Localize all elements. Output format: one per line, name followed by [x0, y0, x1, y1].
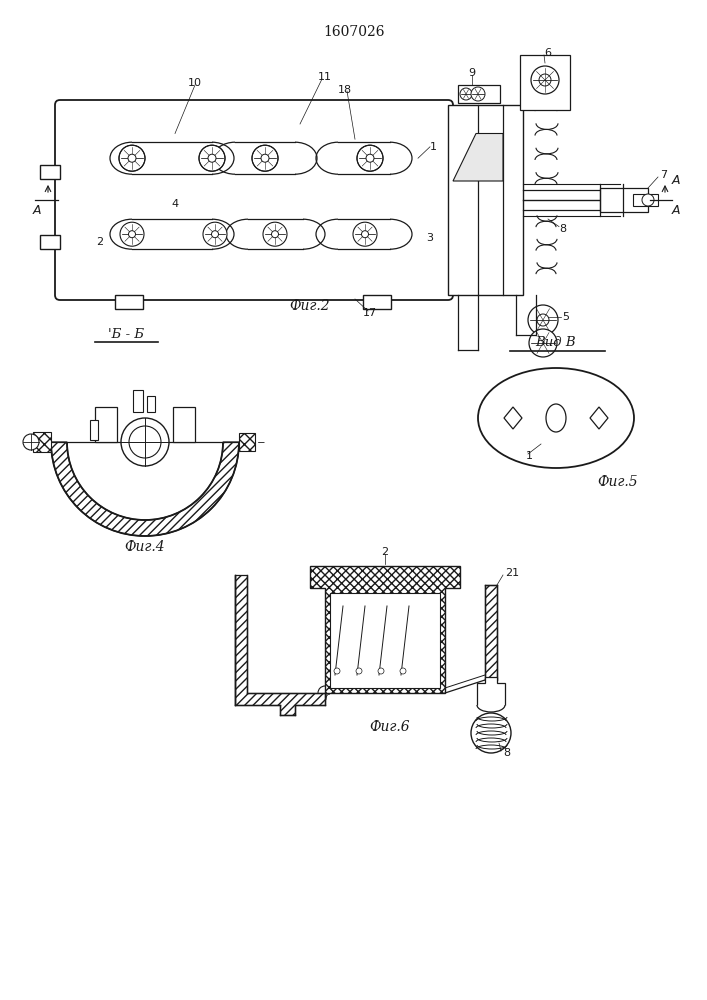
Text: 1: 1: [526, 451, 533, 461]
Circle shape: [356, 668, 362, 674]
Circle shape: [537, 314, 549, 326]
Text: 3: 3: [426, 233, 433, 243]
Text: 21: 21: [505, 568, 519, 578]
Circle shape: [471, 713, 511, 753]
Text: 5: 5: [563, 312, 570, 322]
Bar: [520, 55, 570, 110]
Circle shape: [528, 305, 558, 335]
Ellipse shape: [478, 368, 634, 468]
Bar: [95, 407, 117, 442]
Bar: [40, 164, 60, 178]
Text: 2: 2: [96, 237, 103, 247]
Circle shape: [203, 222, 227, 246]
Polygon shape: [235, 575, 325, 715]
Circle shape: [120, 222, 144, 246]
Circle shape: [271, 231, 279, 238]
Text: Фиг.6: Фиг.6: [370, 720, 410, 734]
Text: 17: 17: [363, 308, 377, 318]
Bar: [363, 295, 391, 309]
Text: A: A: [672, 174, 681, 186]
Circle shape: [128, 154, 136, 162]
FancyBboxPatch shape: [55, 100, 453, 300]
Circle shape: [357, 145, 383, 171]
Circle shape: [23, 434, 39, 450]
Bar: [133, 390, 143, 412]
Circle shape: [460, 88, 472, 100]
Bar: [115, 295, 143, 309]
Bar: [458, 85, 500, 103]
Text: 8: 8: [559, 224, 566, 233]
Text: 8: 8: [503, 748, 510, 758]
Text: 10: 10: [188, 78, 202, 88]
Text: 9: 9: [469, 68, 476, 78]
Polygon shape: [477, 677, 505, 705]
Text: Фиг.2: Фиг.2: [290, 299, 330, 313]
Text: 1607026: 1607026: [323, 25, 385, 39]
Bar: [600, 188, 648, 212]
Circle shape: [129, 231, 136, 238]
Bar: [633, 194, 658, 206]
Bar: [147, 396, 155, 412]
Circle shape: [529, 329, 557, 357]
Text: 'Б - Б: 'Б - Б: [108, 328, 144, 340]
Circle shape: [129, 426, 161, 458]
Polygon shape: [504, 407, 522, 429]
Text: A: A: [33, 204, 41, 217]
Circle shape: [119, 145, 145, 171]
Circle shape: [642, 194, 654, 206]
Text: 6: 6: [544, 48, 551, 58]
Polygon shape: [453, 133, 503, 181]
Polygon shape: [239, 433, 255, 451]
Circle shape: [378, 668, 384, 674]
Circle shape: [400, 668, 406, 674]
Circle shape: [361, 231, 368, 238]
Polygon shape: [33, 432, 51, 452]
Circle shape: [263, 222, 287, 246]
Text: 4: 4: [171, 199, 179, 209]
Circle shape: [366, 154, 374, 162]
Bar: [90, 420, 98, 440]
Text: r: r: [325, 692, 329, 702]
Bar: [173, 407, 195, 442]
Circle shape: [211, 231, 218, 238]
Circle shape: [353, 222, 377, 246]
Circle shape: [208, 154, 216, 162]
Text: 18: 18: [338, 85, 352, 95]
Text: Фиг.5: Фиг.5: [597, 475, 638, 489]
Bar: [448, 105, 523, 295]
Polygon shape: [485, 585, 497, 680]
Text: 2: 2: [382, 547, 389, 557]
Text: Вид В: Вид В: [536, 336, 576, 349]
Circle shape: [261, 154, 269, 162]
Polygon shape: [51, 442, 239, 536]
Polygon shape: [590, 407, 608, 429]
Bar: [330, 593, 440, 688]
Circle shape: [531, 66, 559, 94]
Bar: [40, 235, 60, 249]
Circle shape: [252, 145, 278, 171]
Text: Фиг.4: Фиг.4: [124, 540, 165, 554]
Text: 11: 11: [318, 72, 332, 82]
Ellipse shape: [546, 404, 566, 432]
Circle shape: [471, 87, 485, 101]
Text: 1: 1: [429, 142, 436, 152]
Text: A: A: [672, 204, 681, 217]
Circle shape: [121, 418, 169, 466]
Circle shape: [199, 145, 225, 171]
Polygon shape: [310, 566, 460, 693]
Circle shape: [539, 74, 551, 86]
Circle shape: [334, 668, 340, 674]
Text: 7: 7: [660, 170, 667, 180]
